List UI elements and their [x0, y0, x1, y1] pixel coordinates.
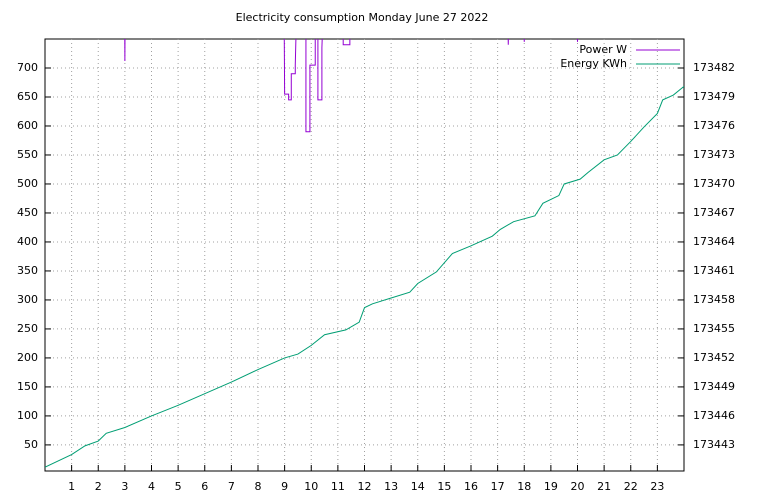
x-tick-label: 16 — [464, 480, 478, 493]
plot-area — [45, 39, 684, 468]
series-line — [124, 39, 579, 133]
y2-tick-label: 173476 — [693, 119, 735, 132]
y-tick-label: 300 — [17, 293, 38, 306]
x-tick-label: 11 — [331, 480, 345, 493]
y-tick-label: 200 — [17, 351, 38, 364]
y2-tick-label: 173452 — [693, 351, 735, 364]
x-tick-label: 5 — [175, 480, 182, 493]
y2-tick-label: 173470 — [693, 177, 735, 190]
x-tick-label: 12 — [358, 480, 372, 493]
y2-tick-label: 173458 — [693, 293, 735, 306]
x-tick-label: 9 — [281, 480, 288, 493]
x-tick-label: 4 — [148, 480, 155, 493]
x-tick-label: 8 — [255, 480, 262, 493]
x-tick-label: 21 — [597, 480, 611, 493]
x-tick-label: 17 — [491, 480, 505, 493]
y2-tick-label: 173479 — [693, 90, 735, 103]
y2-tick-label: 173461 — [693, 264, 735, 277]
x-tick-label: 22 — [624, 480, 638, 493]
y2-tick-label: 173455 — [693, 322, 735, 335]
y2-tick-label: 173467 — [693, 206, 735, 219]
series-line — [45, 85, 684, 468]
x-tick-label: 1 — [68, 480, 75, 493]
y-tick-label: 50 — [24, 438, 38, 451]
x-tick-label: 19 — [544, 480, 558, 493]
y2-tick-label: 173482 — [693, 61, 735, 74]
y-tick-label: 100 — [17, 409, 38, 422]
x-tick-label: 2 — [95, 480, 102, 493]
legend-label: Energy KWh — [560, 57, 627, 70]
y-tick-label: 500 — [17, 177, 38, 190]
legend-label: Power W — [579, 43, 627, 56]
y-tick-label: 600 — [17, 119, 38, 132]
y-tick-label: 400 — [17, 235, 38, 248]
y-tick-label: 150 — [17, 380, 38, 393]
y2-tick-label: 173473 — [693, 148, 735, 161]
y2-tick-label: 173446 — [693, 409, 735, 422]
chart-title: Electricity consumption Monday June 27 2… — [236, 11, 489, 24]
y-tick-label: 550 — [17, 148, 38, 161]
x-tick-label: 15 — [437, 480, 451, 493]
y-tick-label: 350 — [17, 264, 38, 277]
x-tick-label: 6 — [201, 480, 208, 493]
y-tick-label: 650 — [17, 90, 38, 103]
x-tick-label: 13 — [384, 480, 398, 493]
x-tick-label: 23 — [650, 480, 664, 493]
y-tick-label: 250 — [17, 322, 38, 335]
x-tick-label: 18 — [517, 480, 531, 493]
x-tick-label: 20 — [571, 480, 585, 493]
x-tick-label: 10 — [304, 480, 318, 493]
y-tick-label: 700 — [17, 61, 38, 74]
y2-tick-label: 173443 — [693, 438, 735, 451]
x-tick-label: 3 — [121, 480, 128, 493]
y2-tick-label: 173449 — [693, 380, 735, 393]
x-tick-label: 7 — [228, 480, 235, 493]
x-tick-label: 14 — [411, 480, 425, 493]
y-tick-label: 450 — [17, 206, 38, 219]
y2-tick-label: 173464 — [693, 235, 735, 248]
